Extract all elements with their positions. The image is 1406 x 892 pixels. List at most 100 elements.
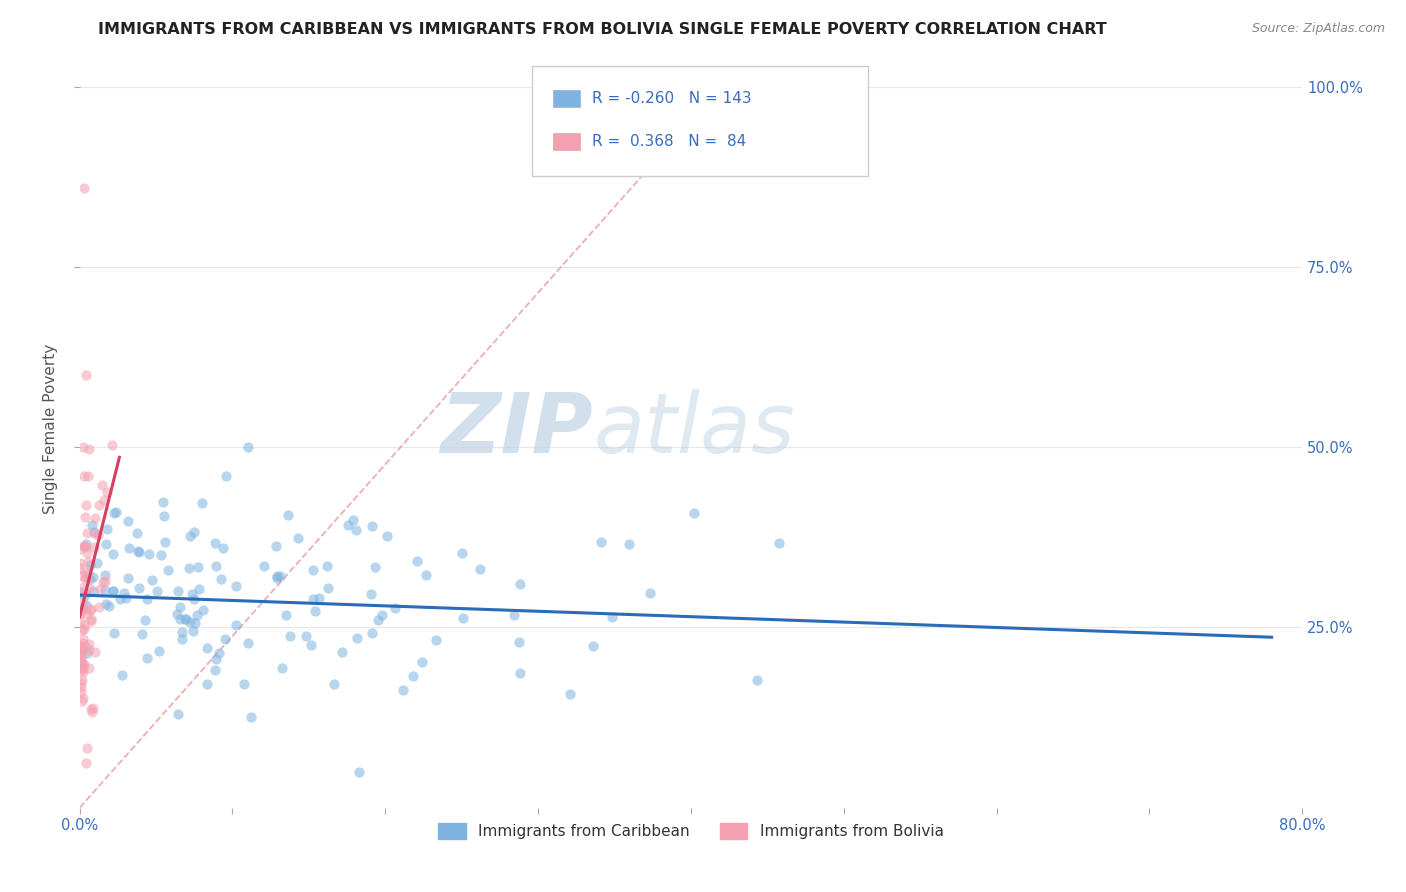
Point <box>87 528 110 542</box>
Point <box>346 631 368 645</box>
Point <box>156 563 179 577</box>
Point <box>79 603 101 617</box>
Point <box>337 517 360 532</box>
Point <box>70 645 93 659</box>
Point <box>97 599 120 613</box>
Text: atlas: atlas <box>593 389 794 470</box>
Point <box>277 508 299 523</box>
Point <box>87 498 110 512</box>
Point <box>638 585 661 599</box>
Point <box>167 706 190 721</box>
Point <box>508 635 530 649</box>
Point <box>69 639 91 653</box>
Point <box>468 562 491 576</box>
Point <box>76 740 98 755</box>
Point <box>72 661 94 675</box>
Point <box>170 632 193 646</box>
Point <box>93 574 115 589</box>
Point <box>190 496 212 510</box>
Point <box>503 607 526 622</box>
Point <box>364 560 387 574</box>
Point <box>181 624 204 638</box>
Point <box>131 627 153 641</box>
Point <box>342 513 364 527</box>
Point <box>77 555 100 569</box>
Point <box>73 509 96 524</box>
Point <box>70 623 93 637</box>
Point <box>149 549 172 563</box>
Point <box>176 612 198 626</box>
Point <box>100 438 122 452</box>
Point <box>70 673 93 687</box>
Point <box>72 663 94 677</box>
Legend: Immigrants from Caribbean, Immigrants from Bolivia: Immigrants from Caribbean, Immigrants fr… <box>432 817 950 846</box>
Point <box>75 640 97 654</box>
Point <box>69 640 91 655</box>
Point <box>82 570 104 584</box>
Point <box>70 656 93 670</box>
Point <box>103 625 125 640</box>
Point <box>70 660 93 674</box>
Point <box>141 573 163 587</box>
Point <box>70 601 93 615</box>
Point <box>371 607 394 622</box>
Point <box>183 592 205 607</box>
Point <box>75 586 97 600</box>
Point <box>70 694 93 708</box>
Point <box>299 639 322 653</box>
Point <box>183 525 205 540</box>
Point <box>451 546 474 560</box>
Point <box>136 592 159 607</box>
Point <box>73 469 96 483</box>
Point <box>204 663 226 677</box>
Point <box>94 574 117 589</box>
Point <box>72 665 94 679</box>
Point <box>128 545 150 559</box>
Point <box>266 569 288 583</box>
Point <box>236 441 259 455</box>
Point <box>82 701 104 715</box>
Point <box>77 637 100 651</box>
Point <box>582 639 605 653</box>
Point <box>75 540 97 554</box>
Point <box>76 646 98 660</box>
Point <box>77 643 100 657</box>
Point <box>187 559 209 574</box>
Point <box>70 640 93 654</box>
Point <box>79 614 101 628</box>
Point <box>295 629 318 643</box>
Point <box>146 583 169 598</box>
Point <box>83 540 105 554</box>
Point <box>105 505 128 519</box>
Point <box>115 591 138 605</box>
Point <box>77 660 100 674</box>
Point <box>72 691 94 706</box>
Point <box>152 495 174 509</box>
Point <box>70 585 93 599</box>
Point <box>70 648 93 663</box>
Point <box>89 582 111 596</box>
Point <box>266 571 288 585</box>
Point <box>69 607 91 621</box>
Point <box>87 600 110 615</box>
Point <box>208 646 231 660</box>
Point <box>72 636 94 650</box>
Point <box>101 584 124 599</box>
Point <box>169 599 191 614</box>
Point <box>103 548 125 562</box>
Point <box>72 597 94 611</box>
Point <box>745 673 768 687</box>
Point <box>80 602 103 616</box>
Point <box>73 180 96 194</box>
Point <box>316 581 339 595</box>
Point <box>82 705 104 719</box>
Y-axis label: Single Female Poverty: Single Female Poverty <box>44 344 58 515</box>
Point <box>79 573 101 587</box>
Point <box>269 569 291 583</box>
Point <box>138 547 160 561</box>
Point <box>70 581 93 595</box>
Point <box>70 657 93 672</box>
Point <box>117 514 139 528</box>
Point <box>225 617 247 632</box>
Point <box>170 624 193 639</box>
